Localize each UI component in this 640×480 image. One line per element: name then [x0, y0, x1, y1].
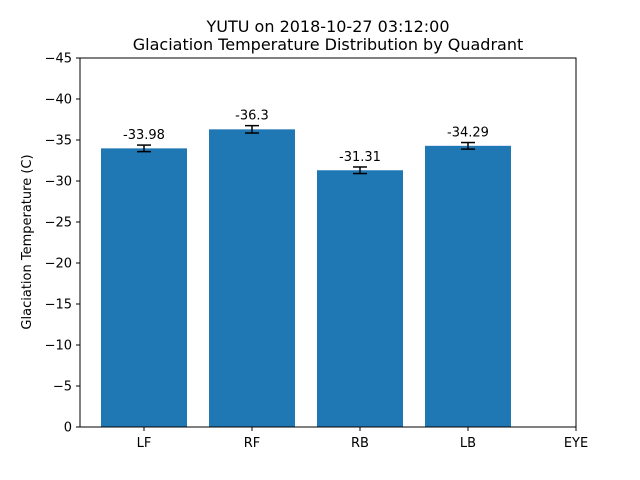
plot-area: -33.98 -36.3 -31.31 -34.29 0 −5 −10 −15 −20 −25 −3…: [45, 52, 589, 452]
y-tick-label: −20: [45, 257, 72, 272]
data-label-lb: -34.29: [447, 126, 489, 141]
y-tick-label: −15: [45, 298, 72, 313]
error-bar-rb: [353, 166, 367, 175]
y-tick-label: −40: [45, 93, 72, 108]
x-tick-label-lb: LB: [460, 436, 476, 451]
data-label-rb: -31.31: [339, 150, 381, 165]
y-tick-label: −35: [45, 134, 72, 149]
y-tick-label: −25: [45, 216, 72, 231]
plot-frame: [79, 57, 577, 428]
y-axis-label: Glaciation Temperature (C): [20, 154, 35, 329]
x-tick-label-rb: RB: [351, 436, 369, 451]
y-tick-label: −30: [45, 175, 72, 190]
bar-lb: [425, 145, 511, 427]
chart-title: YUTU on 2018-10-27 03:12:00: [206, 17, 450, 36]
error-bar-lf: [137, 144, 151, 153]
bar-rf: [209, 129, 295, 427]
y-tick-label: 0: [64, 421, 72, 436]
error-bar-lb: [461, 141, 475, 150]
x-tick-label-eye: EYE: [564, 436, 588, 451]
bar-lf: [101, 148, 187, 427]
data-label-rf: -36.3: [235, 109, 269, 124]
x-tick-label-rf: RF: [244, 436, 261, 451]
y-tick-label: −45: [45, 52, 72, 67]
error-bar-rf: [245, 124, 259, 134]
y-tick-label: −10: [45, 339, 72, 354]
y-tick-label: −5: [53, 380, 72, 395]
data-label-lf: -33.98: [123, 128, 165, 143]
chart-subtitle: Glaciation Temperature Distribution by Q…: [133, 35, 524, 54]
bar-rb: [317, 170, 403, 427]
x-tick-label-lf: LF: [137, 436, 152, 451]
